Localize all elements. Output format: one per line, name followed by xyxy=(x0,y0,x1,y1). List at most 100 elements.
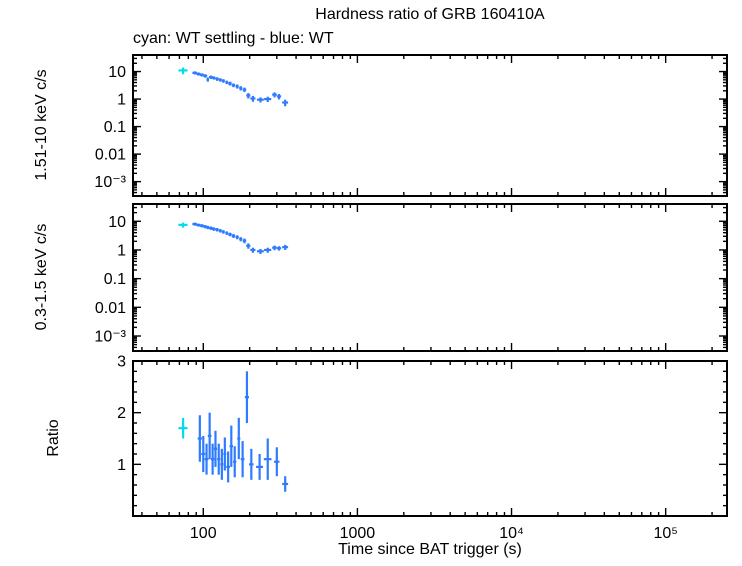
data-point xyxy=(192,71,197,75)
series-wt-ratio xyxy=(197,371,289,492)
y-tick-label: 0.01 xyxy=(95,147,126,164)
data-point xyxy=(246,243,251,249)
y-axis-label-soft-band: 0.3-1.5 keV c/s xyxy=(33,223,50,331)
y-tick-label: 10⁻³ xyxy=(94,329,126,346)
data-point xyxy=(250,95,256,102)
data-point xyxy=(178,222,188,228)
data-point xyxy=(235,235,239,240)
y-tick-label: 3 xyxy=(117,354,126,371)
data-point xyxy=(246,93,251,99)
data-point xyxy=(213,430,218,467)
data-point xyxy=(233,446,237,478)
data-point xyxy=(228,232,232,237)
chart-legend-note: cyan: WT settling - blue: WT xyxy=(133,30,334,47)
data-point xyxy=(239,86,243,91)
data-point xyxy=(264,247,272,253)
data-point xyxy=(225,80,229,85)
series-wt-settling-soft-band xyxy=(178,222,188,228)
data-point xyxy=(240,441,245,478)
series-wt-soft-band xyxy=(192,222,289,255)
data-point xyxy=(250,247,256,253)
y-tick-label: 10 xyxy=(108,64,126,81)
data-point xyxy=(178,67,188,75)
panel-frame xyxy=(132,54,728,197)
y-axis-label-hard-band: 1.51-10 keV c/s xyxy=(33,69,50,181)
x-tick-label: 10⁴ xyxy=(499,525,524,542)
data-point xyxy=(221,230,225,234)
panel-frame xyxy=(132,360,728,517)
data-point xyxy=(206,225,210,230)
data-point xyxy=(212,227,216,231)
series-wt-hard-band xyxy=(192,71,289,107)
data-point xyxy=(231,83,236,88)
data-point xyxy=(242,87,247,93)
data-point xyxy=(235,84,239,89)
data-point xyxy=(263,438,272,480)
data-point xyxy=(192,222,197,226)
x-tick-label: 1000 xyxy=(340,525,376,542)
ticks: 10 1 0.1 0.01 10⁻³ xyxy=(94,55,727,197)
data-point xyxy=(272,92,277,98)
data-point xyxy=(203,74,208,78)
series-wt-settling-ratio xyxy=(178,417,188,439)
data-point xyxy=(264,96,272,103)
data-point xyxy=(239,237,243,242)
y-tick-label: 1 xyxy=(117,92,126,109)
data-point xyxy=(215,228,219,232)
data-point xyxy=(197,415,202,462)
y-tick-label: 10 xyxy=(108,214,126,231)
data-point xyxy=(204,443,209,475)
data-point xyxy=(212,76,216,80)
data-point xyxy=(274,447,280,477)
data-point xyxy=(225,231,229,235)
data-point xyxy=(228,81,232,86)
ticks: 100 1000 10⁴ 10⁵ 1 2 3 xyxy=(117,354,727,542)
data-point xyxy=(215,77,219,81)
data-point xyxy=(282,476,289,492)
data-point xyxy=(237,417,241,460)
y-tick-label: 0.1 xyxy=(104,119,126,136)
data-point xyxy=(206,77,210,82)
y-tick-label: 1 xyxy=(117,242,126,259)
y-axis-label-ratio: Ratio xyxy=(45,419,62,457)
data-point xyxy=(223,437,227,471)
panel-soft-band: 10 1 0.1 0.01 10⁻³ xyxy=(94,203,728,352)
data-point xyxy=(199,73,204,77)
data-point xyxy=(242,238,247,244)
data-point xyxy=(207,412,212,460)
data-point xyxy=(196,223,201,227)
data-point xyxy=(220,448,224,480)
data-point xyxy=(217,443,221,475)
data-point xyxy=(276,246,282,251)
data-point xyxy=(256,248,264,255)
data-point xyxy=(201,435,206,473)
x-tick-label: 100 xyxy=(190,525,217,542)
y-tick-label: 1 xyxy=(117,457,126,474)
data-point xyxy=(256,454,263,480)
data-point xyxy=(209,226,213,230)
data-point xyxy=(196,72,201,76)
data-point xyxy=(272,245,277,251)
data-point xyxy=(218,78,222,82)
chart-title: Hardness ratio of GRB 160410A xyxy=(315,6,545,23)
data-point xyxy=(178,417,188,439)
y-tick-label: 10⁻³ xyxy=(94,174,126,191)
data-point xyxy=(210,443,215,475)
data-point xyxy=(199,224,204,228)
y-tick-label: 0.01 xyxy=(95,300,126,317)
y-tick-label: 0.1 xyxy=(104,271,126,288)
data-point xyxy=(244,371,249,423)
x-tick-label: 10⁵ xyxy=(653,525,677,542)
panel-ratio: 100 1000 10⁴ 10⁵ 1 2 3 xyxy=(117,354,728,542)
x-axis-label: Time since BAT trigger (s) xyxy=(338,541,522,558)
series-wt-settling-hard-band xyxy=(178,67,188,75)
data-point xyxy=(221,79,225,83)
y-tick-label: 2 xyxy=(117,405,126,422)
data-point xyxy=(209,75,213,79)
data-point xyxy=(203,225,208,229)
data-point xyxy=(218,229,222,233)
data-point xyxy=(229,425,234,467)
ticks: 10 1 0.1 0.01 10⁻³ xyxy=(94,204,727,352)
